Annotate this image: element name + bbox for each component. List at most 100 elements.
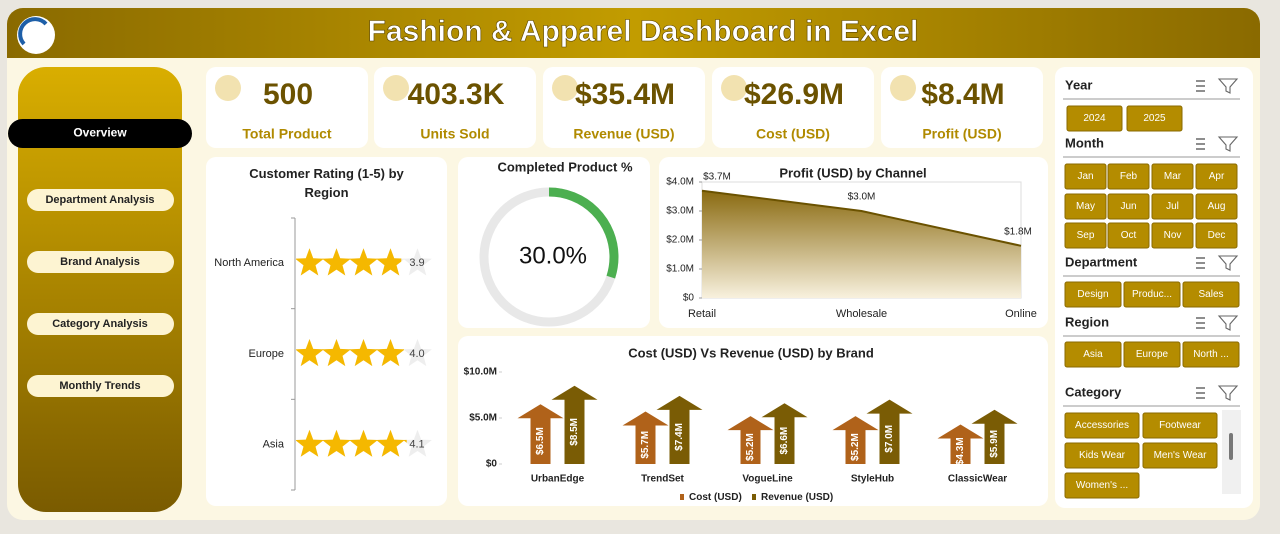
slicer-multiselect-icon[interactable] — [1196, 138, 1205, 150]
chart-title: Customer Rating (1-5) by Region — [249, 166, 404, 200]
nav-label[interactable]: Monthly Trends — [59, 380, 140, 392]
slicer-item[interactable]: Jan — [1077, 171, 1093, 182]
slicer-clear-icon[interactable] — [1217, 136, 1239, 152]
slicer-clear-icon[interactable] — [1217, 255, 1239, 271]
slicer-clear-icon[interactable] — [1217, 78, 1239, 94]
kpi-icon — [721, 75, 747, 101]
line — [701, 189, 1022, 247]
kpi-label: Cost (USD) — [756, 126, 830, 142]
slicer-item[interactable]: Footwear — [1159, 420, 1201, 431]
slicer-multiselect-icon[interactable] — [1196, 387, 1205, 399]
kpi-card — [543, 67, 705, 148]
slicer-item[interactable]: Dec — [1208, 230, 1226, 241]
slicer-button[interactable] — [1064, 222, 1107, 249]
slicer-item[interactable]: May — [1076, 201, 1095, 212]
slicer-button[interactable] — [1107, 222, 1150, 249]
arrow-bar — [727, 416, 774, 464]
slicer-item[interactable]: 2025 — [1143, 113, 1166, 124]
slicer-item[interactable]: Sales — [1198, 289, 1223, 300]
slicer-item[interactable]: Design — [1077, 289, 1108, 300]
nav-label[interactable]: Category Analysis — [52, 318, 148, 330]
star — [322, 248, 351, 276]
slicer-button[interactable] — [1195, 163, 1238, 190]
slicer-button[interactable] — [1064, 163, 1107, 190]
slicer-item[interactable]: Apr — [1209, 171, 1225, 182]
slicer-button[interactable] — [1195, 222, 1238, 249]
nav-button[interactable] — [27, 375, 174, 397]
slicer-button[interactable] — [1142, 412, 1218, 439]
slicer-item[interactable]: Oct — [1121, 230, 1137, 241]
kpi-label: Total Product — [242, 126, 332, 142]
slicer-item[interactable]: Aug — [1208, 201, 1226, 212]
slicer-button[interactable] — [1182, 281, 1240, 308]
nav-label[interactable]: Department Analysis — [45, 194, 154, 206]
star — [322, 339, 351, 367]
star — [403, 439, 407, 443]
nav-label[interactable]: Brand Analysis — [60, 256, 140, 268]
slicer-title: Month — [1065, 135, 1104, 150]
slicer-title: Region — [1065, 314, 1109, 329]
slicer-item[interactable]: Jul — [1166, 201, 1179, 212]
slicer-button[interactable] — [1064, 281, 1122, 308]
slicer-item[interactable]: Nov — [1164, 230, 1182, 241]
nav-button[interactable] — [27, 189, 174, 211]
slicer-button[interactable] — [1064, 472, 1140, 499]
slicer-item[interactable]: 2024 — [1083, 113, 1106, 124]
arrow-bar — [761, 403, 808, 464]
arrow-bar — [937, 424, 984, 464]
slicer-button[interactable] — [1142, 442, 1218, 469]
slicer-item[interactable]: North ... — [1193, 349, 1229, 360]
arrow-bar — [866, 399, 913, 464]
slicer-button[interactable] — [1107, 193, 1150, 220]
nav-button[interactable] — [27, 313, 174, 335]
kpi-label: Units Sold — [420, 126, 489, 142]
slicer-button[interactable] — [1195, 193, 1238, 220]
slicer-item[interactable]: Mar — [1164, 171, 1182, 182]
nav-button[interactable] — [27, 251, 174, 273]
kpi-icon — [890, 75, 916, 101]
nav-button[interactable] — [8, 119, 192, 148]
slicer-item[interactable]: Women's ... — [1076, 480, 1128, 491]
slicer-multiselect-icon[interactable] — [1196, 80, 1205, 92]
value-label: 4.1 — [409, 439, 424, 451]
star — [376, 339, 404, 367]
slicer-item[interactable]: Asia — [1083, 349, 1103, 360]
value-label: $8.5M — [569, 418, 580, 446]
chart-title: Profit (USD) by Channel — [779, 165, 926, 180]
slicer-button[interactable] — [1182, 341, 1240, 368]
scrollbar-thumb[interactable] — [1229, 433, 1233, 460]
slicer-button[interactable] — [1064, 412, 1140, 439]
slicer-item[interactable]: Kids Wear — [1079, 450, 1126, 461]
x-tick-label: UrbanEdge — [531, 474, 585, 485]
kpi-value: 403.3K — [408, 78, 505, 111]
slicer-item[interactable]: Feb — [1120, 171, 1138, 182]
arrow-bar — [622, 411, 669, 464]
slicer-button[interactable] — [1064, 442, 1140, 469]
slicer-clear-icon[interactable] — [1217, 385, 1239, 401]
slicer-button[interactable] — [1151, 193, 1194, 220]
slicer-button[interactable] — [1066, 105, 1123, 132]
slicer-button[interactable] — [1107, 163, 1150, 190]
slicer-item[interactable]: Accessories — [1075, 420, 1129, 431]
dashboard-title: Fashion & Apparel Dashboard in Excel — [368, 15, 919, 48]
slicer-button[interactable] — [1123, 281, 1181, 308]
slicer-button[interactable] — [1151, 222, 1194, 249]
arrow-bar — [971, 409, 1018, 464]
nav-label[interactable]: Overview — [73, 126, 127, 140]
slicer-button[interactable] — [1126, 105, 1183, 132]
slicer-button[interactable] — [1123, 341, 1181, 368]
slicer-clear-icon[interactable] — [1217, 315, 1239, 331]
slicer-button[interactable] — [1064, 341, 1122, 368]
slicer-button[interactable] — [1151, 163, 1194, 190]
donut-arc — [479, 187, 619, 327]
legend-swatch — [752, 494, 756, 500]
slicer-item[interactable]: Europe — [1136, 349, 1169, 360]
slicer-button[interactable] — [1064, 193, 1107, 220]
slicer-item[interactable]: Jun — [1120, 201, 1136, 212]
slicer-item[interactable]: Produc... — [1132, 289, 1172, 300]
slicer-multiselect-icon[interactable] — [1196, 257, 1205, 269]
slicer-multiselect-icon[interactable] — [1196, 317, 1205, 329]
value-label: $3.7M — [703, 171, 731, 182]
slicer-item[interactable]: Men's Wear — [1154, 450, 1208, 461]
slicer-item[interactable]: Sep — [1077, 230, 1095, 241]
